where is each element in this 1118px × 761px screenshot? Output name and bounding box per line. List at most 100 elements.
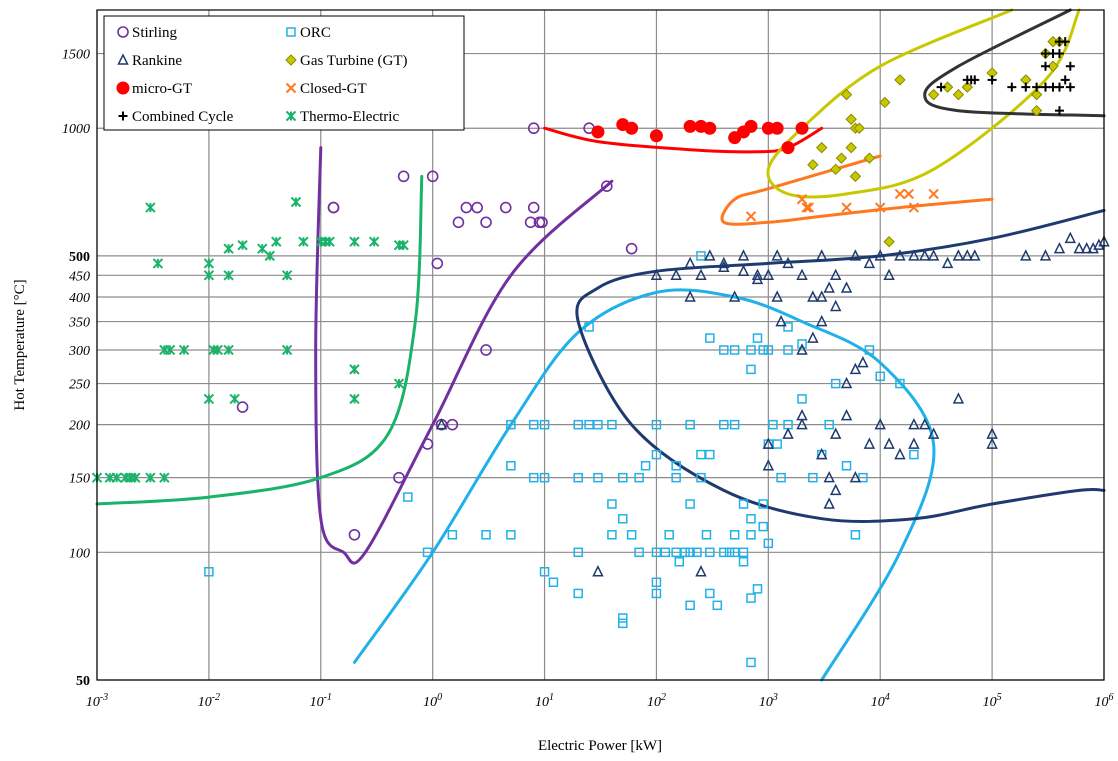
stirling-point: [527, 122, 540, 135]
legend-marker: [285, 110, 297, 122]
thermo-electric-point: [368, 236, 380, 247]
rankine-point: [883, 437, 895, 449]
thermo-electric-point: [281, 344, 293, 356]
closed-gt-point: [894, 188, 906, 200]
rankine-point: [592, 565, 604, 577]
orc-point: [776, 472, 786, 483]
gas-turbine-gt-point: [807, 159, 819, 171]
orc-point: [573, 419, 583, 430]
orc-point: [634, 547, 644, 558]
rankine-point: [1093, 238, 1105, 250]
thermo-electric-point: [203, 393, 215, 405]
orc-point: [685, 600, 695, 611]
stirling-point: [480, 344, 492, 356]
stirling-point: [625, 242, 638, 255]
y-tick-label: 250: [69, 378, 90, 393]
orc-point: [797, 339, 807, 349]
orc-point: [506, 419, 516, 430]
stirling-point: [426, 170, 439, 183]
gas-turbine-gt-point: [894, 74, 906, 86]
rankine-point: [816, 314, 828, 327]
x-tick-label: 10-2: [198, 692, 220, 710]
rankine-point: [941, 256, 954, 269]
orc-point: [841, 461, 852, 471]
rankine-point: [863, 256, 876, 269]
closed-gt-point: [928, 188, 939, 200]
gas-turbine-gt-point: [853, 122, 865, 134]
rankine-point: [762, 459, 775, 471]
orc-point: [746, 364, 756, 375]
micro-gt-point: [683, 119, 697, 133]
orc-point: [696, 251, 706, 261]
thermo-electric-point: [111, 472, 122, 483]
orc-point: [422, 547, 433, 558]
rankine-point: [1080, 241, 1093, 254]
gas-turbine-gt-point: [849, 170, 862, 183]
rankine-point: [695, 268, 707, 281]
x-tick-label: 102: [647, 692, 666, 710]
stirling-point: [327, 201, 340, 214]
rankine-point: [849, 249, 862, 261]
orc-point: [573, 472, 583, 483]
rankine-point: [670, 268, 682, 281]
orc-point: [738, 557, 749, 567]
thermo-electric-point: [203, 258, 215, 269]
rankine-point: [684, 290, 696, 302]
y-tick-label: 200: [69, 419, 90, 434]
rankine-point: [737, 264, 750, 276]
micro-gt-point: [625, 121, 639, 135]
rankine-point: [771, 290, 783, 302]
thermo-electric-point: [223, 243, 234, 254]
region-curve: [923, 8, 1106, 118]
legend-label: Rankine: [132, 53, 182, 69]
orc-point: [758, 345, 768, 355]
thermo-electric-point: [159, 472, 170, 483]
orc-point: [584, 322, 594, 332]
rankine-point: [1020, 249, 1032, 261]
legend-marker: [118, 111, 128, 121]
orc-point: [204, 566, 214, 577]
rankine-point: [829, 483, 842, 496]
stirling-point: [471, 201, 483, 214]
orc-point: [746, 593, 756, 603]
closed-gt-point: [801, 202, 812, 213]
micro-gt-point: [591, 125, 605, 139]
rankine-point: [840, 408, 853, 421]
orc-point: [539, 472, 550, 483]
thermo-electric-point: [203, 270, 215, 281]
orc-point: [719, 547, 729, 558]
rankine-point: [782, 256, 794, 269]
orc-point: [593, 472, 603, 483]
y-tick-labels: 50 100 150 200 250 300 350 400 450 500 1000 1500: [62, 48, 90, 689]
stirling-point: [397, 170, 410, 183]
rankine-point: [771, 249, 783, 261]
rankine-point: [1073, 241, 1085, 254]
orc-point: [671, 547, 681, 558]
thermo-electric-point: [271, 236, 282, 247]
rankine-point: [816, 249, 828, 261]
thermo-electric-point: [145, 472, 156, 483]
rankine-point: [961, 249, 974, 261]
y-tick-label: 350: [68, 316, 90, 331]
combined-cycle-point: [1060, 37, 1070, 47]
legend-label: micro-GT: [132, 81, 192, 97]
thermo-electric-point: [237, 239, 248, 251]
rankine-point: [816, 447, 828, 460]
micro-gt-point: [744, 119, 758, 133]
gas-turbine-gt-point: [829, 163, 842, 176]
orc-point: [808, 472, 818, 483]
orc-point: [447, 530, 458, 540]
thermo-electric-point: [393, 378, 405, 389]
micro-gt-point: [781, 141, 795, 155]
orc-point: [895, 378, 905, 389]
legend-marker: [117, 26, 129, 38]
orc-point: [607, 499, 617, 509]
rankine-point: [796, 268, 808, 281]
orc-point: [824, 419, 834, 430]
closed-gt-point: [796, 194, 808, 205]
closed-gt-point: [745, 211, 757, 222]
rankine-point: [823, 497, 835, 509]
rankine-point: [823, 281, 835, 293]
x-tick-label: 10-1: [310, 692, 332, 710]
rankine-point: [829, 427, 842, 439]
